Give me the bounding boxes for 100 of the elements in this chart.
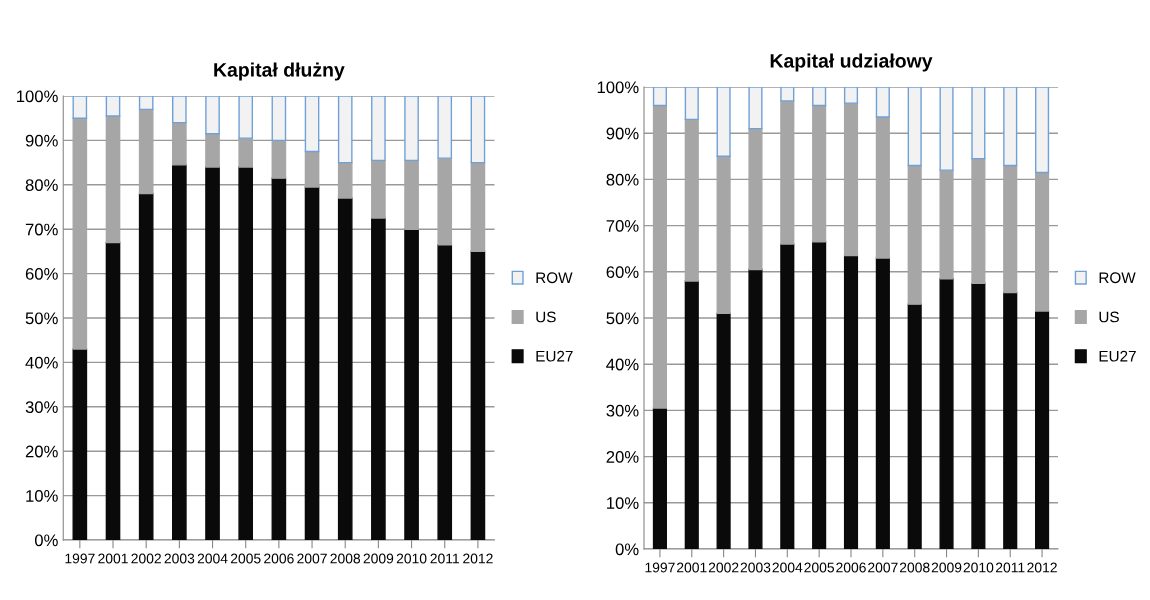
bar [371, 217, 386, 540]
bar [684, 87, 699, 121]
bar [780, 100, 795, 245]
bar [939, 87, 954, 171]
bar [371, 96, 386, 162]
bar [1035, 171, 1050, 312]
bar [238, 137, 254, 168]
x-tick-label: 2002 [131, 553, 161, 564]
x-tick-label: 2007 [868, 562, 898, 573]
bar [1035, 87, 1050, 174]
bar [105, 241, 121, 540]
x-tick-label: 2005 [804, 562, 835, 573]
y-tick-label: 40% [25, 356, 58, 369]
bar [780, 87, 795, 102]
x-tick-label: 1997 [65, 553, 95, 564]
bar [470, 250, 486, 540]
x-tick-label: 2003 [740, 562, 771, 573]
legend-label: US [1099, 311, 1119, 323]
bar [105, 115, 121, 244]
bar [172, 164, 187, 540]
bar [812, 87, 827, 107]
y-tick-label: 20% [25, 445, 58, 458]
bar [939, 169, 954, 280]
bar [437, 96, 453, 159]
legend-label: ROW [1099, 272, 1136, 284]
x-tick-label: 2010 [396, 553, 427, 564]
y-tick-label: 100% [597, 81, 639, 94]
y-tick-label: 40% [606, 358, 639, 371]
bar [404, 228, 419, 540]
bar [652, 87, 667, 107]
bar [271, 96, 287, 142]
legend-label: US [536, 311, 556, 323]
bar [907, 87, 922, 167]
bar [748, 127, 763, 271]
bar [684, 280, 699, 549]
bar [271, 139, 287, 179]
bar [971, 157, 986, 285]
y-tick-label: 70% [606, 220, 639, 232]
y-tick-label: 10% [26, 490, 58, 502]
y-tick-label: 80% [25, 179, 58, 191]
bar [907, 303, 922, 549]
bar [716, 312, 731, 549]
y-tick-label: 0% [34, 534, 58, 547]
bar [337, 161, 353, 199]
y-tick-label: 50% [606, 312, 639, 325]
y-tick-label: 80% [606, 173, 639, 186]
bar [875, 87, 890, 118]
x-tick-label: 2009 [931, 562, 962, 573]
x-tick-label: 2012 [1027, 562, 1057, 573]
y-tick-label: 30% [606, 404, 639, 417]
bar [684, 118, 699, 282]
legend-label: EU27 [536, 350, 573, 362]
bar [304, 186, 320, 540]
bar [205, 133, 220, 168]
y-tick-label: 10% [607, 497, 639, 509]
bar [780, 243, 795, 549]
bar [404, 159, 419, 230]
x-tick-label: 2010 [963, 562, 994, 573]
bar [205, 96, 220, 135]
bar [105, 96, 121, 117]
bar [843, 102, 859, 257]
bar [1003, 164, 1018, 294]
legend-label: EU27 [1099, 350, 1136, 362]
bar [72, 117, 88, 350]
bar [238, 96, 254, 139]
legend-label: ROW [536, 272, 573, 284]
x-tick-label: 2012 [463, 553, 493, 564]
bar [337, 197, 353, 540]
x-tick-label: 2004 [772, 562, 803, 573]
bar [138, 96, 154, 111]
bar [138, 192, 154, 540]
x-tick-label: 2001 [98, 553, 128, 564]
y-tick-label: 60% [25, 268, 58, 280]
bar [875, 257, 890, 549]
bar [1035, 310, 1050, 549]
bar [337, 96, 353, 164]
bar [748, 268, 763, 549]
x-tick-label: 2006 [264, 553, 294, 564]
bar [404, 96, 419, 162]
bar [1003, 291, 1018, 549]
bar [72, 348, 88, 540]
chart-title: Kapitał udziałowy [770, 53, 933, 72]
y-tick-label: 90% [25, 134, 58, 147]
bar [875, 116, 890, 259]
bar [172, 121, 187, 166]
y-tick-label: 100% [17, 90, 58, 103]
bar [907, 164, 922, 305]
x-tick-label: 1997 [645, 562, 675, 573]
bar [172, 96, 187, 124]
x-tick-label: 2008 [899, 562, 930, 573]
y-tick-label: 60% [606, 266, 639, 278]
bar [652, 407, 667, 549]
bar [371, 159, 386, 219]
bar [716, 155, 731, 315]
bar [971, 87, 986, 160]
bar [652, 104, 667, 409]
bar [716, 87, 731, 157]
x-tick-label: 2007 [297, 553, 327, 564]
bar [437, 244, 453, 540]
bar [470, 161, 486, 253]
